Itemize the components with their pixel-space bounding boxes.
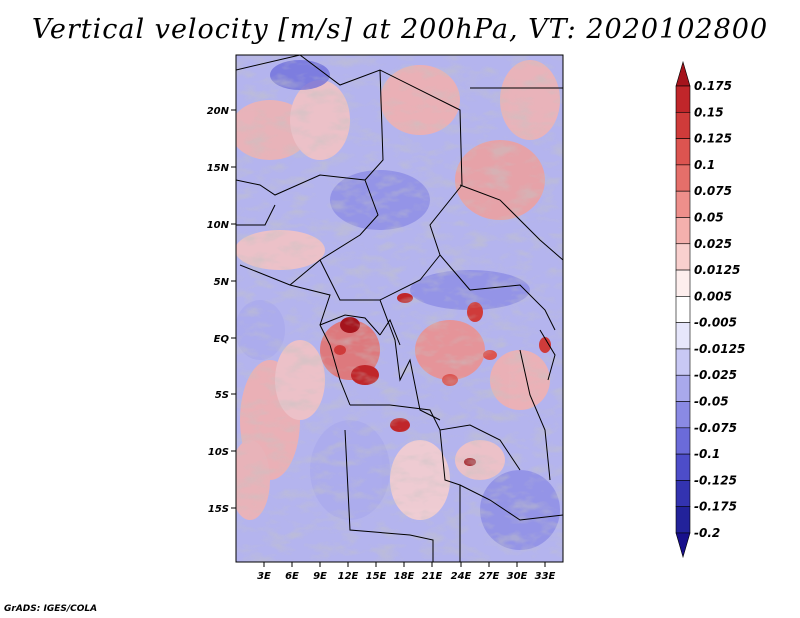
lat-axis	[231, 109, 236, 509]
colorbar-label: 0.125	[694, 132, 732, 146]
lon-label: 24E	[451, 571, 472, 582]
country-borders	[236, 55, 563, 562]
lon-label: 15E	[366, 571, 387, 582]
colorbar-label: -0.2	[694, 526, 720, 540]
colorbar-label: -0.025	[694, 368, 737, 382]
lon-labels: 3E 6E 9E 12E 15E 18E 21E 24E 27E 30E 33E	[257, 571, 555, 582]
colorbar-label: -0.05	[694, 395, 729, 409]
lon-label: 6E	[285, 571, 299, 582]
colorbar-label: -0.005	[694, 316, 737, 330]
colorbar-bin	[675, 85, 691, 113]
lat-label: 5S	[215, 390, 229, 401]
colorbar-top-arrow	[675, 60, 691, 87]
colorbar-bin	[675, 322, 691, 350]
colorbar-bin	[675, 401, 691, 429]
colorbar-label: 0.15	[694, 105, 724, 119]
lon-label: 30E	[507, 571, 528, 582]
colorbar-bin	[675, 453, 691, 481]
lat-labels: 20N 15N 10N 5N EQ 5S 10S 15S	[207, 106, 230, 515]
colorbar-bin	[675, 190, 691, 218]
colorbar-bin	[675, 506, 691, 534]
lon-label: 27E	[479, 571, 500, 582]
colorbar-bin	[675, 296, 691, 323]
colorbar-bin	[675, 243, 691, 271]
lat-label: 10N	[207, 220, 230, 231]
lat-label: 15S	[208, 504, 229, 515]
colorbar-bin	[675, 269, 691, 297]
lat-label: 20N	[207, 106, 230, 117]
field-texture	[236, 55, 563, 562]
plot-title: Vertical velocity [m/s] at 200hPa, VT: 2…	[31, 14, 769, 45]
colorbar-bin	[675, 374, 691, 402]
colorbar-bin	[675, 427, 691, 455]
lon-label: 33E	[535, 571, 556, 582]
lon-label: 9E	[313, 571, 327, 582]
map-frame	[235, 54, 564, 563]
colorbar-label: 0.05	[694, 210, 724, 224]
lat-label: 10S	[208, 447, 229, 458]
grads-credit: GrADS: IGES/COLA	[4, 604, 98, 614]
colorbar-bin	[675, 480, 691, 508]
colorbar-label: 0.1	[694, 158, 715, 172]
lon-label: 12E	[338, 571, 359, 582]
colorbar-label: 0.175	[694, 79, 732, 93]
lat-label: 5N	[214, 277, 230, 288]
colorbar-label: 0.005	[694, 289, 732, 303]
colorbar-bottom-arrow	[675, 532, 691, 559]
colorbar: 0.175 0.15 0.125 0.1 0.075 0.05 0.025 0.0125 0.0…	[675, 60, 745, 559]
colorbar-label: 0.075	[694, 184, 732, 198]
colorbar-bin	[675, 217, 691, 245]
lon-axis	[263, 562, 546, 567]
lon-label: 18E	[394, 571, 415, 582]
lon-label: 21E	[422, 571, 443, 582]
lat-label: 15N	[207, 163, 230, 174]
map-plot-area	[236, 55, 563, 562]
colorbar-bin	[675, 111, 691, 139]
lat-label: EQ	[214, 334, 230, 345]
colorbar-label: 0.0125	[694, 263, 740, 277]
colorbar-label: 0.025	[694, 237, 732, 251]
colorbar-label: -0.075	[694, 421, 737, 435]
colorbar-bin	[675, 138, 691, 166]
colorbar-bin	[675, 164, 691, 192]
lon-label: 3E	[257, 571, 271, 582]
colorbar-bin	[675, 348, 691, 376]
colorbar-label: -0.175	[694, 500, 737, 514]
colorbar-label: -0.0125	[694, 342, 745, 356]
colorbar-label: -0.1	[694, 447, 720, 461]
colorbar-label: -0.125	[694, 473, 737, 487]
